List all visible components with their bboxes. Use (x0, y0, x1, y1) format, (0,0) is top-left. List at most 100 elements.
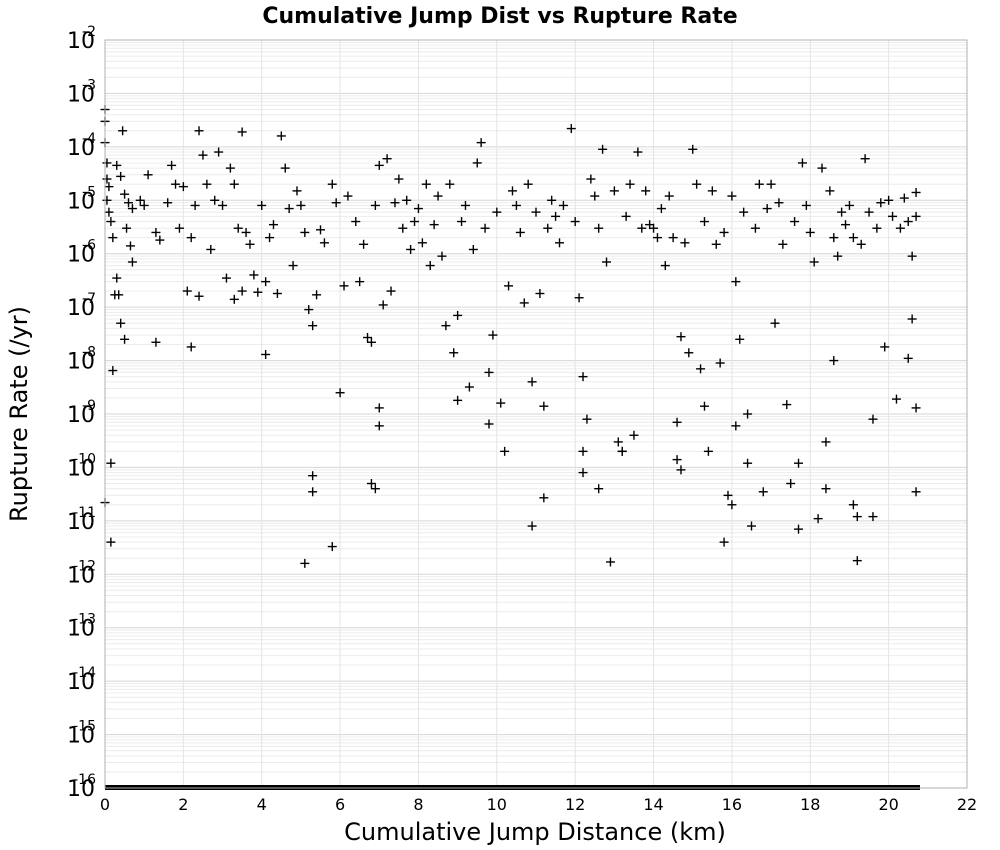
data-point (774, 198, 784, 208)
data-point (194, 126, 204, 136)
y-tick-base: 10 (67, 350, 95, 375)
data-point (515, 227, 525, 237)
data-point (555, 238, 565, 248)
x-axis-label: Cumulative Jump Distance (km) (344, 818, 726, 846)
data-point (813, 514, 823, 524)
data-point (406, 244, 416, 254)
data-point (903, 217, 913, 227)
data-point (112, 273, 122, 283)
data-point (366, 479, 376, 489)
data-point (114, 290, 124, 300)
data-point (382, 154, 392, 164)
x-tick-label: 10 (487, 795, 507, 814)
data-point (237, 286, 247, 296)
data-point (437, 251, 447, 261)
data-point (171, 179, 181, 189)
data-point (351, 217, 361, 227)
data-point (108, 233, 118, 243)
data-point (809, 257, 819, 267)
data-point (833, 251, 843, 261)
data-point (794, 524, 804, 534)
x-tick-label: 22 (957, 795, 977, 814)
data-point (284, 204, 294, 214)
data-point (692, 179, 702, 189)
data-point (182, 286, 192, 296)
data-point (370, 200, 380, 210)
data-point (578, 446, 588, 456)
data-point (198, 150, 208, 160)
data-point (366, 337, 376, 347)
data-point (268, 220, 278, 230)
data-point (151, 337, 161, 347)
data-point (331, 198, 341, 208)
data-point (684, 348, 694, 358)
data-point (829, 356, 839, 366)
data-point (500, 446, 510, 456)
data-point (907, 314, 917, 324)
data-points (100, 105, 921, 568)
data-point (374, 403, 384, 413)
data-point (233, 223, 243, 233)
data-point (801, 200, 811, 210)
data-point (805, 227, 815, 237)
data-point (102, 158, 112, 168)
data-point (637, 223, 647, 233)
data-point (895, 223, 905, 233)
data-point (221, 273, 231, 283)
data-point (218, 200, 228, 210)
data-point (723, 490, 733, 500)
data-point (194, 291, 204, 301)
y-tick-exponent: -9 (82, 398, 96, 414)
data-point (261, 277, 271, 287)
x-tick-label: 2 (178, 795, 188, 814)
data-point (327, 542, 337, 552)
data-point (378, 300, 388, 310)
y-tick-exponent: -8 (82, 345, 96, 361)
data-point (229, 179, 239, 189)
y-tick-base: 10 (67, 189, 95, 214)
data-point (214, 147, 224, 157)
data-point (876, 198, 886, 208)
y-tick-exponent: -5 (82, 184, 96, 200)
data-point (829, 233, 839, 243)
data-point (582, 414, 592, 424)
data-point (578, 468, 588, 478)
data-point (672, 455, 682, 465)
data-point (335, 388, 345, 398)
data-point (206, 244, 216, 254)
data-point (594, 484, 604, 494)
data-point (394, 174, 404, 184)
data-point (122, 223, 132, 233)
y-tick-exponent: -12 (73, 558, 96, 574)
data-point (106, 458, 116, 468)
data-point (860, 154, 870, 164)
data-point (288, 261, 298, 271)
data-point (441, 321, 451, 331)
data-point (104, 207, 114, 217)
data-point (844, 200, 854, 210)
data-point (731, 421, 741, 431)
data-point (711, 239, 721, 249)
data-point (125, 241, 135, 251)
data-point (794, 458, 804, 468)
data-point (178, 182, 188, 192)
data-point (782, 400, 792, 410)
data-point (229, 294, 239, 304)
y-tick-base: 10 (67, 243, 95, 268)
data-point (911, 211, 921, 221)
data-point (911, 187, 921, 197)
data-point (249, 270, 259, 280)
data-point (707, 186, 717, 196)
data-point (747, 521, 756, 531)
data-point (484, 419, 494, 429)
data-point (460, 200, 470, 210)
data-point (743, 409, 753, 419)
data-point (355, 277, 365, 287)
data-point (272, 289, 282, 299)
data-point (535, 289, 545, 299)
data-point (292, 186, 302, 196)
data-point (261, 349, 271, 359)
y-tick-base: 10 (67, 617, 95, 642)
data-point (504, 281, 514, 291)
